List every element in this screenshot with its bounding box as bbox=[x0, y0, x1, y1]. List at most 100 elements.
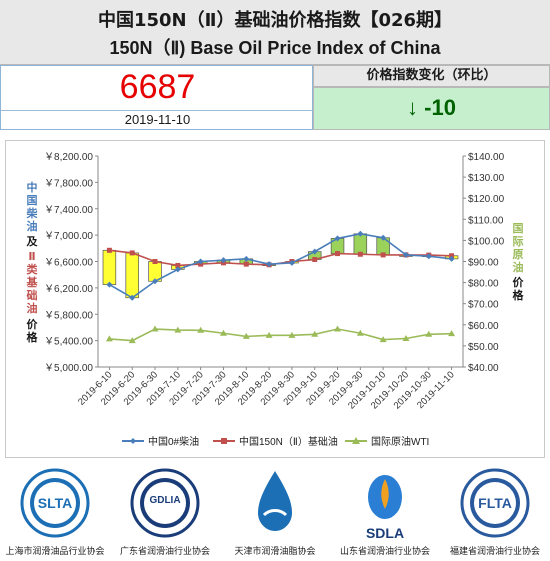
diesel-point bbox=[266, 261, 273, 268]
association-emblem-icon bbox=[258, 471, 292, 531]
diesel-point bbox=[197, 258, 204, 265]
right-axis-label-crude: 国际原油 bbox=[512, 222, 524, 274]
left-tick-label: ￥7,000.00 bbox=[44, 231, 93, 242]
legend-label-diesel: 中国0#柴油 bbox=[148, 435, 199, 448]
association-name: 广东省润滑油行业协会 bbox=[119, 547, 210, 557]
wti-point bbox=[288, 331, 296, 338]
page-title-chinese: 中国150N（Ⅱ）基础油价格指数【026期】 bbox=[97, 10, 453, 31]
left-tick-label: ￥6,600.00 bbox=[44, 258, 93, 269]
right-tick-label: $50.00 bbox=[468, 342, 499, 353]
left-tick-label: ￥8,200.00 bbox=[44, 152, 93, 163]
baseoil-point bbox=[312, 257, 318, 263]
diesel-point bbox=[402, 251, 409, 258]
legend-marker-diesel bbox=[130, 438, 136, 444]
diesel-point bbox=[152, 278, 159, 285]
right-tick-label: $110.00 bbox=[468, 215, 504, 226]
spread-bar bbox=[353, 233, 368, 255]
association-logo: 天津市润滑油脂协会 bbox=[220, 465, 330, 561]
diesel-point bbox=[243, 255, 250, 262]
legend-marker-wti bbox=[352, 437, 360, 444]
left-tick-label: ￥5,000.00 bbox=[44, 363, 93, 374]
page-title-english: 150N（Ⅱ) Base Oil Price Index of China bbox=[109, 38, 441, 58]
legend-label-wti: 国际原油WTI bbox=[371, 435, 429, 448]
diesel-point bbox=[448, 255, 455, 262]
diesel-point bbox=[288, 259, 295, 266]
diesel-point bbox=[174, 266, 181, 273]
left-tick-label: ￥6,200.00 bbox=[44, 284, 93, 295]
diesel-point bbox=[380, 234, 387, 241]
right-axis-label-price: 价格 bbox=[512, 276, 524, 302]
left-axis-label-and: 及 bbox=[26, 235, 38, 248]
right-tick-label: $70.00 bbox=[468, 300, 499, 311]
wti-point bbox=[151, 325, 159, 332]
baseoil-point bbox=[243, 261, 249, 267]
legend-label-baseoil: 中国150N（Ⅱ）基础油 bbox=[239, 435, 338, 448]
association-logo: SDLA 山东省润滑油行业协会 bbox=[330, 465, 440, 561]
diesel-point bbox=[334, 235, 341, 242]
wti-point bbox=[128, 337, 136, 344]
spread-bar bbox=[125, 252, 139, 299]
wti-point bbox=[425, 330, 433, 337]
association-logo: GDLIA 广东省润滑油行业协会 bbox=[110, 465, 220, 561]
association-emblem-icon bbox=[368, 475, 402, 519]
baseoil-point bbox=[380, 252, 386, 258]
spread-bar bbox=[102, 249, 117, 285]
association-logo: FLTA 福建省润滑油行业协会 bbox=[440, 465, 550, 561]
left-tick-label: ￥7,400.00 bbox=[44, 205, 93, 216]
right-tick-label: $90.00 bbox=[468, 258, 499, 269]
chart-frame bbox=[5, 140, 545, 458]
association-name: 天津市润滑油脂协会 bbox=[234, 547, 316, 557]
baseoil-point bbox=[175, 262, 181, 268]
association-emblem-icon bbox=[20, 468, 90, 538]
association-name: 福建省润滑油行业协会 bbox=[449, 547, 540, 557]
left-axis-label-baseoil: Ⅱ类基础油 bbox=[26, 250, 38, 315]
baseoil-point bbox=[106, 247, 112, 253]
association-logos: SLTA 上海市润滑油品行业协会 GDLIA 广东省润滑油行业协会 天津市润滑油脂协会 S… bbox=[0, 465, 550, 561]
baseoil-point bbox=[129, 250, 135, 256]
index-value: 6687 bbox=[119, 68, 196, 106]
left-axis-label-price: 价格 bbox=[26, 318, 38, 344]
wti-point bbox=[265, 331, 273, 338]
association-name: 上海市润滑油品行业协会 bbox=[5, 547, 105, 557]
right-tick-label: $80.00 bbox=[468, 279, 499, 290]
title-band: 中国150N（Ⅱ）基础油价格指数【026期】 150N（Ⅱ) Base Oil … bbox=[0, 0, 550, 65]
index-value-panel: 6687 2019-11-10 bbox=[0, 65, 314, 130]
right-tick-label: $60.00 bbox=[468, 321, 499, 332]
association-emblem-icon bbox=[460, 468, 530, 538]
wti-point bbox=[402, 335, 410, 342]
wti-point bbox=[448, 330, 456, 337]
baseoil-point bbox=[449, 253, 455, 259]
legend-marker-baseoil bbox=[221, 438, 227, 444]
left-tick-label: ￥5,400.00 bbox=[44, 337, 93, 348]
right-tick-label: $120.00 bbox=[468, 194, 505, 205]
diesel-point bbox=[311, 248, 318, 255]
association-abbr: GDLIA bbox=[149, 495, 181, 506]
diesel-point bbox=[129, 294, 136, 301]
association-emblem-icon bbox=[130, 468, 200, 538]
baseoil-point bbox=[152, 259, 158, 264]
left-tick-label: ￥7,800.00 bbox=[44, 178, 93, 189]
right-tick-label: $130.00 bbox=[468, 173, 505, 184]
wti-point bbox=[356, 329, 364, 336]
baseoil-point bbox=[335, 251, 341, 257]
wti-point bbox=[174, 326, 182, 333]
diesel-point bbox=[357, 230, 364, 237]
change-header: 价格指数变化（环比） bbox=[313, 65, 550, 87]
diesel-line bbox=[109, 232, 452, 299]
wti-point bbox=[197, 326, 205, 333]
wti-point bbox=[105, 335, 113, 342]
baseoil-point bbox=[357, 251, 363, 257]
wti-point bbox=[379, 336, 387, 343]
diesel-point bbox=[106, 281, 113, 288]
association-abbr: SDLA bbox=[365, 525, 405, 541]
wti-point bbox=[334, 325, 342, 332]
wti-point bbox=[219, 329, 227, 336]
right-tick-label: $140.00 bbox=[468, 152, 505, 163]
right-tick-label: $40.00 bbox=[468, 363, 499, 374]
right-tick-label: $100.00 bbox=[468, 236, 505, 247]
wti-point bbox=[311, 330, 319, 337]
wti-line bbox=[109, 328, 452, 342]
wti-point bbox=[242, 332, 250, 339]
change-value: ↓ -10 bbox=[313, 87, 550, 130]
